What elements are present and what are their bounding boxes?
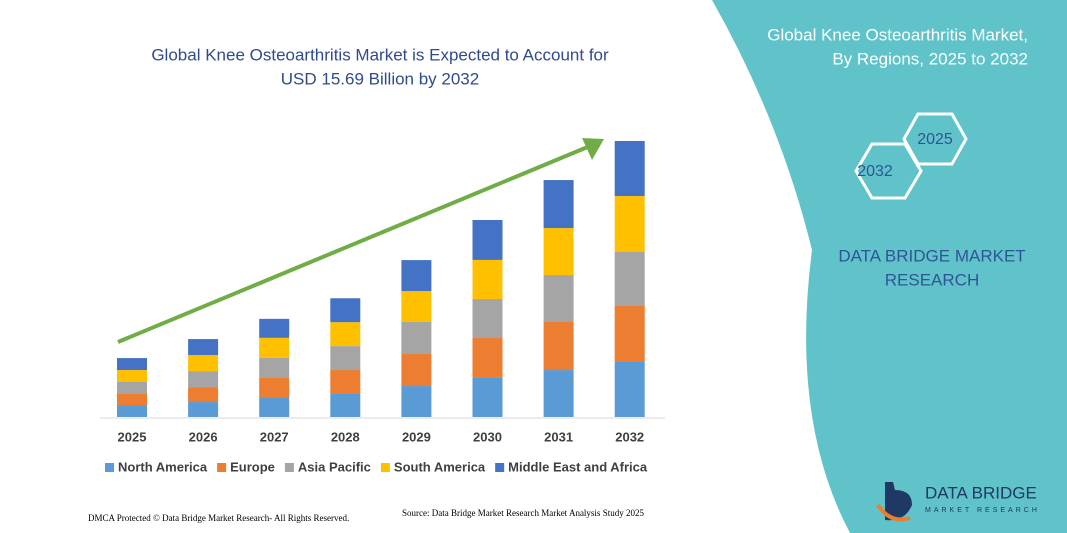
bar-segment xyxy=(543,370,574,417)
bar-segment xyxy=(259,377,290,399)
bar-segment xyxy=(188,387,219,403)
x-tick-label: 2026 xyxy=(189,429,218,444)
bar-segment xyxy=(614,361,645,417)
footer-right: Source: Data Bridge Market Research Mark… xyxy=(402,508,644,518)
bar-segment xyxy=(401,354,432,387)
arrow-head xyxy=(582,138,604,160)
x-tick-label: 2031 xyxy=(544,429,573,444)
chart-title: Global Knee Osteoarthritis Market is Exp… xyxy=(151,45,609,64)
bar-segment xyxy=(330,393,361,417)
legend-swatch xyxy=(380,463,390,472)
x-tick-label: 2030 xyxy=(473,429,502,444)
x-tick-label: 2032 xyxy=(615,429,644,444)
hexagon xyxy=(854,142,923,200)
bar-segment xyxy=(188,371,219,388)
bar-segment xyxy=(259,357,290,378)
hexagon-label: 2032 xyxy=(857,163,893,180)
brand-text: DATA BRIDGE MARKET xyxy=(838,246,1025,265)
legend-label: Asia Pacific xyxy=(298,459,371,474)
bar-segment xyxy=(614,141,645,197)
bar-segment xyxy=(401,291,432,323)
bar-segment xyxy=(543,275,574,323)
footer-left: DMCA Protected © Data Bridge Market Rese… xyxy=(88,513,349,523)
bar-segment xyxy=(188,355,219,372)
trend-arrow xyxy=(117,144,591,344)
x-tick-label: 2029 xyxy=(402,429,431,444)
legend-label: Europe xyxy=(230,459,275,474)
logo: DATA BRIDGE MARKET RESEARCH xyxy=(876,482,1040,522)
bar-segment xyxy=(614,251,645,307)
bar-segment xyxy=(117,358,147,371)
legend-swatch xyxy=(284,463,294,472)
hexagon-label: 2025 xyxy=(917,131,953,148)
bar-segment xyxy=(472,259,503,299)
brand-text: RESEARCH xyxy=(885,270,979,289)
bar-segment xyxy=(117,405,147,417)
side-panel xyxy=(712,0,1067,533)
chart-title: USD 15.69 Billion by 2032 xyxy=(281,69,479,88)
bar-segment xyxy=(188,339,219,356)
bar-segment xyxy=(117,370,147,382)
legend-label: Middle East and Africa xyxy=(508,459,648,474)
x-tick-label: 2027 xyxy=(260,429,289,444)
bar-segment xyxy=(117,381,147,394)
bar-segment xyxy=(330,346,361,371)
bar-segment xyxy=(330,370,361,394)
legend-swatch xyxy=(495,463,505,472)
legend-swatch xyxy=(217,463,227,472)
hexagon xyxy=(902,112,968,166)
logo-mark xyxy=(885,482,912,521)
panel-title: Global Knee Osteoarthritis Market, xyxy=(767,25,1028,44)
bar-segment xyxy=(472,219,503,260)
bar-segment xyxy=(543,322,574,371)
logo-swoosh xyxy=(876,503,911,522)
bar-segment xyxy=(614,306,645,362)
bar-segment xyxy=(614,196,645,252)
bar-segment xyxy=(543,180,574,229)
bar-segment xyxy=(259,337,290,358)
bar-segment xyxy=(472,298,503,339)
x-tick-label: 2028 xyxy=(331,429,360,444)
logo-name: DATA BRIDGE xyxy=(925,483,1037,502)
legend-swatch xyxy=(105,463,114,472)
x-tick-label: 2025 xyxy=(118,429,147,444)
legend-label: South America xyxy=(394,459,486,474)
bars: 2025 2026 2027 2028 2029 2030 2031 2032 xyxy=(117,141,645,444)
bar-segment xyxy=(117,393,147,406)
bar-segment xyxy=(259,398,290,417)
bar-segment xyxy=(259,318,290,338)
bar-segment xyxy=(330,298,361,323)
bar-segment xyxy=(401,322,432,355)
bar-segment xyxy=(401,260,432,292)
bar-segment xyxy=(188,402,219,417)
legend-label: North America xyxy=(118,459,208,474)
bar-segment xyxy=(401,386,432,417)
logo-tagline: MARKET RESEARCH xyxy=(925,507,1040,514)
bar-segment xyxy=(472,338,503,378)
bar-segment xyxy=(330,322,361,347)
bar-segment xyxy=(543,228,574,276)
panel-title: By Regions, 2025 to 2032 xyxy=(832,49,1028,68)
legend: North America Europe Asia Pacific South Ame… xyxy=(105,459,648,474)
bar-segment xyxy=(472,377,503,417)
